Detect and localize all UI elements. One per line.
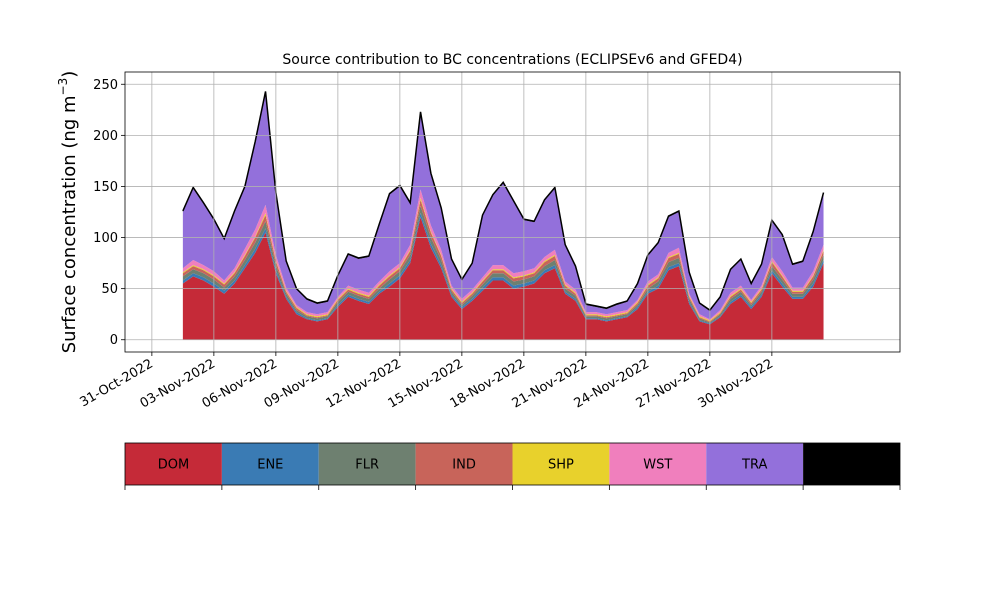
legend-label-ind: IND bbox=[452, 458, 476, 473]
area-dom bbox=[182, 217, 824, 340]
legend-swatch-ene bbox=[221, 443, 319, 485]
y-tick-label: 100 bbox=[93, 231, 118, 246]
legend-swatch-wst bbox=[609, 443, 707, 485]
legend-label-tra: TRA bbox=[741, 458, 767, 473]
legend-swatch-ind bbox=[415, 443, 513, 485]
plot-frame bbox=[124, 71, 901, 353]
area-tra bbox=[182, 92, 824, 320]
legend-swatch-dom bbox=[125, 443, 222, 485]
y-tick-label: 0 bbox=[110, 333, 118, 348]
total-line bbox=[182, 91, 825, 312]
legend-label-wst: WST bbox=[643, 458, 672, 473]
legend-colorbar: DOM ENE FLR IND SHP WST TRA BB bbox=[124, 442, 901, 490]
y-axis-label-superscript: −3 bbox=[56, 78, 70, 96]
legend-label-dom: DOM bbox=[158, 458, 189, 473]
legend-label-bb: BB bbox=[843, 458, 861, 473]
y-tick-label: 200 bbox=[93, 129, 118, 144]
legend-label-ene: ENE bbox=[257, 458, 283, 473]
legend-swatch-shp bbox=[512, 443, 610, 485]
legend-swatch-bb bbox=[803, 443, 900, 485]
y-tick-label: 250 bbox=[93, 78, 118, 93]
legend-label-flr: FLR bbox=[355, 458, 379, 473]
y-axis-label: Surface concentration (ng m−3) bbox=[56, 71, 80, 354]
chart-title: Source contribution to BC concentrations… bbox=[282, 52, 742, 68]
plot-area: 05010015020025031-Oct-202203-Nov-202206-… bbox=[77, 71, 901, 411]
y-tick-label: 150 bbox=[93, 180, 118, 195]
legend-label-shp: SHP bbox=[548, 458, 574, 473]
y-axis-label-main: Surface concentration (ng m bbox=[59, 95, 80, 353]
y-axis-label-end: ) bbox=[59, 71, 80, 78]
y-tick-label: 50 bbox=[101, 282, 118, 297]
legend-swatch-tra bbox=[706, 443, 804, 485]
legend-swatch-flr bbox=[318, 443, 416, 485]
